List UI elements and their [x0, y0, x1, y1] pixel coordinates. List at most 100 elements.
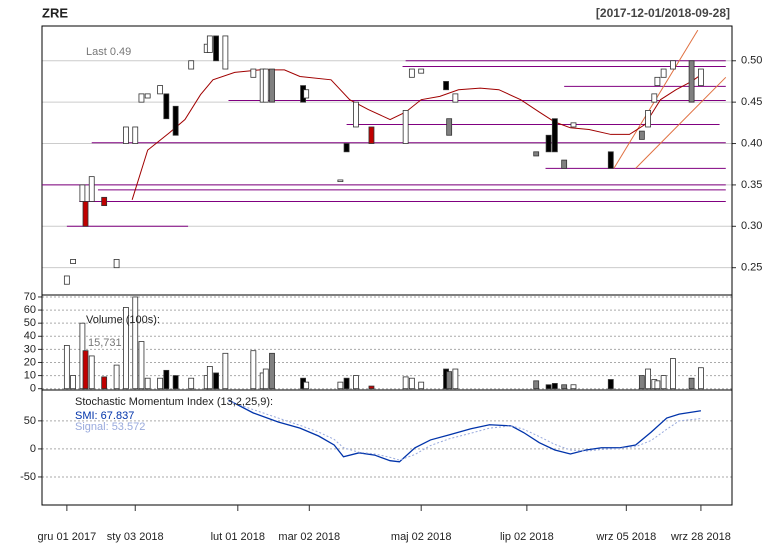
candle	[172, 105, 179, 136]
y-tick-label: 20	[24, 356, 36, 368]
volume-bar	[645, 368, 651, 390]
volume-bar	[660, 375, 667, 390]
y-tick-label: 10	[24, 369, 36, 381]
candle	[123, 126, 129, 144]
volume-bar	[138, 341, 145, 390]
candle	[157, 85, 164, 95]
volume-bar	[698, 367, 704, 390]
candle	[79, 184, 86, 202]
candle	[132, 126, 139, 144]
y-tick-label: 40	[24, 330, 36, 342]
volume-bar	[418, 381, 425, 390]
candle	[269, 68, 275, 103]
candle	[651, 93, 658, 103]
y-tick-label: 0	[30, 383, 36, 395]
volume-bar	[551, 383, 558, 390]
volume-bar	[163, 369, 170, 390]
candle	[446, 118, 453, 136]
volume-bar	[654, 380, 661, 390]
volume-bar	[82, 350, 89, 390]
candle	[368, 126, 375, 144]
y-tick-label: 0.50	[741, 55, 762, 67]
candle	[343, 143, 350, 153]
volume-bar	[206, 366, 213, 390]
y-tick-label: 50	[24, 415, 36, 427]
volume-bar	[101, 376, 108, 390]
candle	[561, 159, 568, 169]
candle	[638, 130, 645, 140]
volume-bar	[402, 376, 409, 390]
volume-bar	[303, 381, 310, 390]
y-tick-label: 70	[24, 291, 36, 303]
volume-bar	[172, 375, 179, 390]
volume-bar	[269, 352, 275, 390]
candle	[262, 68, 269, 103]
chart-subtitle: [2017-12-01/2018-09-28]	[596, 6, 730, 20]
candle	[250, 68, 257, 78]
volume-bar	[452, 368, 459, 390]
y-tick-label: 0	[30, 443, 36, 455]
x-tick-label: maj 02 2018	[391, 531, 452, 543]
candle	[408, 68, 415, 78]
candle	[698, 68, 704, 86]
candle	[70, 259, 76, 264]
last-volume: 15,731	[88, 337, 122, 349]
x-tick-label: mar 02 2018	[278, 531, 340, 543]
y-tick-label: 0.40	[741, 137, 762, 149]
candle	[654, 76, 661, 86]
panel-title: Volume (100s):	[86, 314, 160, 326]
smi-line	[228, 399, 702, 463]
candle	[213, 35, 219, 62]
volume-bar	[188, 377, 195, 390]
volume-bar	[638, 375, 645, 390]
x-tick-label: gru 01 2017	[38, 531, 97, 543]
candle	[337, 179, 344, 183]
volume-bar	[262, 368, 269, 390]
x-tick-label: wrz 05 2018	[595, 531, 656, 543]
candle	[303, 89, 310, 99]
volume-bar	[213, 372, 219, 390]
x-tick-label: lut 01 2018	[211, 531, 265, 543]
trend-line	[635, 76, 727, 169]
x-tick-label: lip 02 2018	[500, 531, 554, 543]
volume-bar	[113, 364, 120, 390]
candle	[222, 35, 229, 70]
candle	[452, 93, 459, 103]
volume-bar	[368, 385, 375, 390]
candle	[113, 259, 120, 269]
candle	[418, 68, 425, 74]
volume-bar	[670, 358, 676, 390]
volume-bar	[157, 377, 164, 390]
candle	[443, 81, 449, 91]
chart-title: ZRE	[42, 5, 68, 20]
volume-bar	[607, 379, 614, 390]
y-tick-label: 0.25	[741, 262, 762, 274]
candle	[533, 151, 540, 157]
volume-bar	[123, 307, 129, 390]
volume-bar	[408, 377, 415, 390]
candle	[688, 60, 695, 103]
candle	[660, 68, 667, 78]
candle	[101, 196, 108, 207]
volume-bar	[533, 380, 540, 390]
y-tick-label: 60	[24, 304, 36, 316]
candle	[206, 35, 213, 53]
volume-bar	[570, 384, 577, 390]
volume-bar	[222, 352, 229, 390]
candle	[82, 201, 89, 227]
volume-bar	[561, 384, 568, 390]
candle	[138, 93, 145, 103]
last-price: Last 0.49	[86, 46, 131, 58]
y-tick-label: -50	[20, 471, 36, 483]
volume-bar	[446, 371, 453, 390]
candle	[63, 275, 70, 285]
candle	[607, 151, 614, 169]
panel-title: Stochastic Momentum Index (13,2,25,9):	[75, 396, 273, 408]
legend-entry: SMI: 67.837	[75, 410, 134, 422]
candle	[144, 93, 151, 99]
y-tick-label: 0.45	[741, 96, 762, 108]
y-tick-label: 50	[24, 317, 36, 329]
